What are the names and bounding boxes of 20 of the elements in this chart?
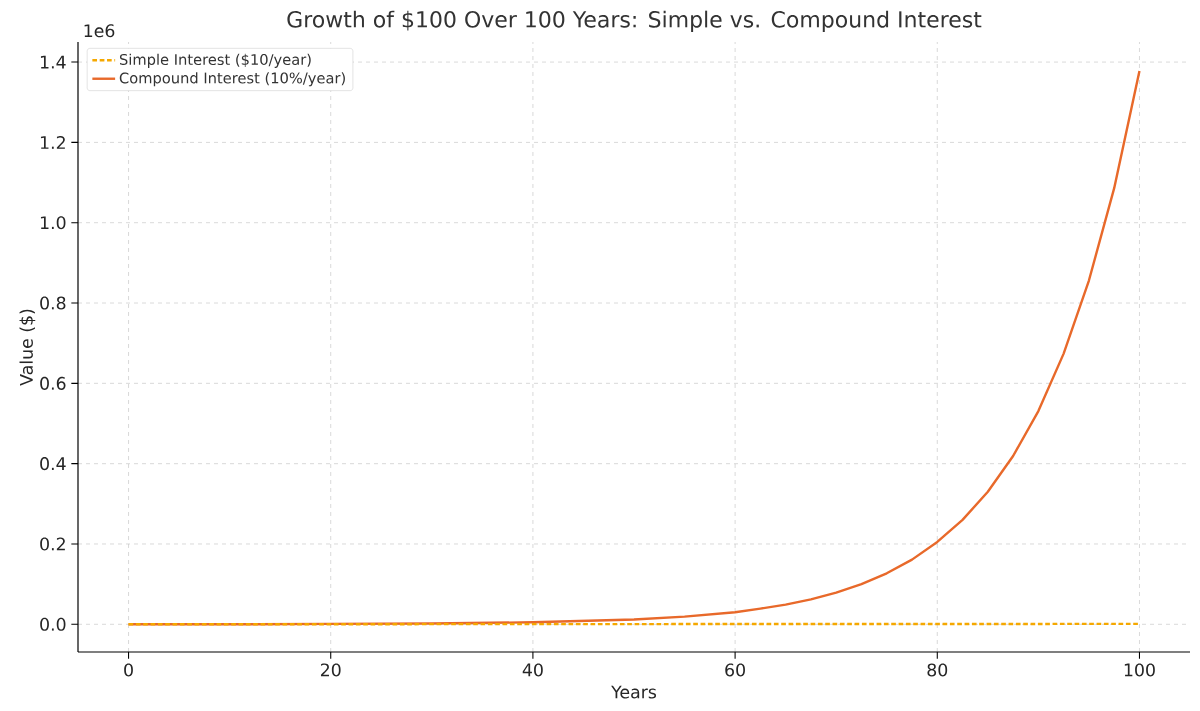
text: 1e6 bbox=[84, 24, 115, 38]
y-tick-label: 0.6 bbox=[40, 376, 66, 390]
x-tick-label: 80 bbox=[927, 663, 948, 677]
x-axis-title: Years bbox=[611, 685, 657, 699]
chart-title: Growth of $100 Over 100 Years: Simple vs. Compound Interest bbox=[287, 10, 982, 32]
y-tick-label: 0.8 bbox=[40, 296, 66, 310]
x-tick-label: 20 bbox=[320, 663, 341, 677]
y-tick-label: 0.4 bbox=[40, 457, 66, 471]
y-tick-label: 0.0 bbox=[40, 617, 66, 631]
x-tick-label: 60 bbox=[725, 663, 745, 677]
legend-label: Simple Interest ($10/year) bbox=[119, 53, 311, 68]
x-tick-label: 100 bbox=[1124, 663, 1155, 677]
y-tick-label: 1.0 bbox=[40, 216, 66, 230]
legend-label: Compound Interest (10%/year) bbox=[119, 72, 345, 87]
x-tick-label: 0 bbox=[124, 663, 133, 677]
y-tick-label: 1.4 bbox=[40, 55, 66, 69]
y-tick-label: 1.2 bbox=[40, 135, 65, 149]
y-tick-label: 0.2 bbox=[40, 537, 65, 551]
x-tick-label: 40 bbox=[522, 663, 543, 677]
y-axis-title: Value ($) bbox=[19, 309, 36, 386]
